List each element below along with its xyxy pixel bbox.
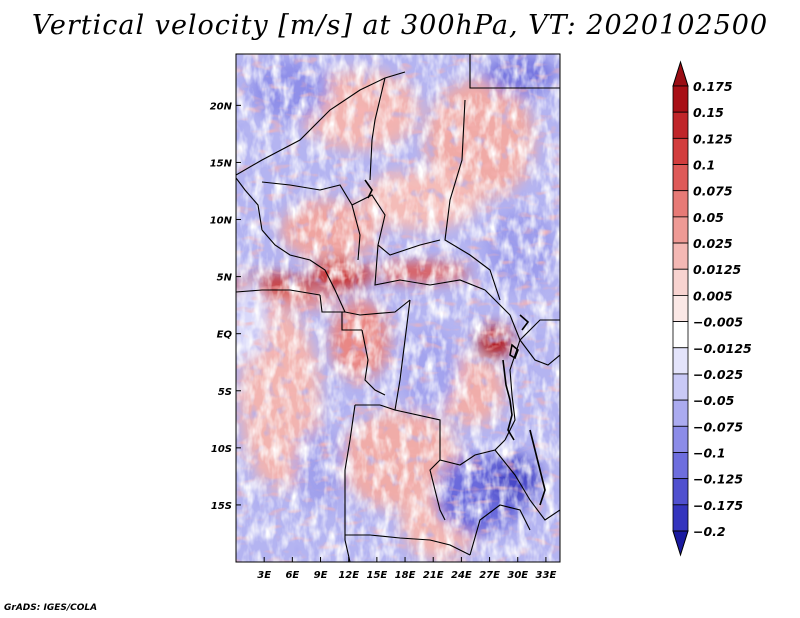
colorbar-swatch — [672, 478, 689, 506]
lon-tick-label: 15E — [366, 570, 387, 581]
lon-tick-label: 3E — [257, 570, 271, 581]
vertical-velocity-field — [236, 54, 560, 562]
colorbar: 0.175 0.15 0.125 0.1 0.075 0.05 0.025 0.0125 0.0… — [672, 60, 752, 557]
colorbar-swatch — [672, 373, 689, 401]
colorbar-swatch — [672, 295, 689, 322]
latitude-axis: 20N 15N 10N 5N EQ 5S 10S 15S — [210, 101, 241, 512]
longitude-axis: 3E 6E 9E 12E 15E 18E 21E 24E 27E 30E 33E — [257, 557, 556, 581]
lon-tick-label: 27E — [479, 570, 500, 581]
lon-tick-label: 24E — [451, 570, 472, 581]
page-title: Vertical velocity [m/s] at 300hPa, VT: 2… — [31, 10, 769, 41]
lat-tick-label: 10S — [211, 444, 232, 455]
colorbar-swatch — [672, 321, 689, 349]
colorbar-bottom-arrow — [672, 530, 689, 557]
lat-tick-label: 5N — [217, 273, 233, 284]
colorbar-level-label: −0.1 — [693, 445, 726, 460]
colorbar-swatch — [672, 85, 689, 113]
colorbar-level-label: 0.025 — [693, 236, 733, 251]
lat-tick-label: 20N — [210, 101, 233, 112]
colorbar-level-label: −0.05 — [693, 393, 735, 408]
lat-tick-label: 15S — [211, 501, 232, 512]
lat-tick-label: 5S — [218, 387, 232, 398]
colorbar-swatch — [672, 268, 689, 296]
colorbar-level-label: −0.0125 — [693, 341, 752, 356]
colorbar-swatch — [672, 425, 689, 453]
colorbar-swatch — [672, 111, 689, 139]
lat-tick-label: 10N — [210, 216, 233, 227]
colorbar-swatch — [672, 504, 689, 532]
colorbar-level-label: −0.025 — [693, 367, 743, 382]
country-borders — [236, 54, 560, 562]
lat-tick-label: 15N — [210, 158, 233, 169]
colorbar-level-label: 0.15 — [693, 105, 724, 120]
colorbar-level-label: −0.075 — [693, 419, 743, 434]
colorbar-swatch — [672, 164, 689, 192]
colorbar-level-label: 0.175 — [693, 79, 733, 94]
colorbar-level-label: 0.005 — [693, 288, 733, 303]
lake-outlines — [364, 179, 546, 506]
lon-tick-label: 6E — [285, 570, 299, 581]
colorbar-level-label: 0.125 — [693, 131, 733, 146]
colorbar-level-label: 0.1 — [693, 158, 715, 173]
colorbar-level-label: 0.05 — [693, 210, 724, 225]
colorbar-level-label: −0.175 — [693, 498, 743, 513]
lon-tick-label: 12E — [338, 570, 359, 581]
colorbar-swatch — [672, 137, 689, 165]
map-frame — [235, 53, 561, 563]
colorbar-swatch — [672, 452, 689, 480]
colorbar-swatch — [672, 242, 689, 270]
lon-tick-label: 30E — [507, 570, 528, 581]
lon-tick-label: 18E — [395, 570, 416, 581]
colorbar-swatch — [672, 347, 689, 375]
lon-tick-label: 9E — [314, 570, 328, 581]
colorbar-level-label: −0.005 — [693, 315, 743, 330]
colorbar-level-label: 0.0125 — [693, 262, 742, 277]
colorbar-top-arrow — [672, 60, 689, 87]
lon-tick-label: 33E — [536, 570, 557, 581]
grads-credit: GrADS: IGES/COLA — [4, 603, 98, 613]
colorbar-swatch — [672, 399, 689, 427]
colorbar-swatch — [672, 216, 689, 244]
colorbar-level-label: 0.075 — [693, 184, 733, 199]
colorbar-swatch — [672, 190, 689, 218]
colorbar-level-label: −0.125 — [693, 472, 743, 487]
colorbar-level-label: −0.2 — [693, 524, 726, 539]
lon-tick-label: 21E — [423, 570, 444, 581]
lat-tick-label: EQ — [217, 330, 233, 341]
